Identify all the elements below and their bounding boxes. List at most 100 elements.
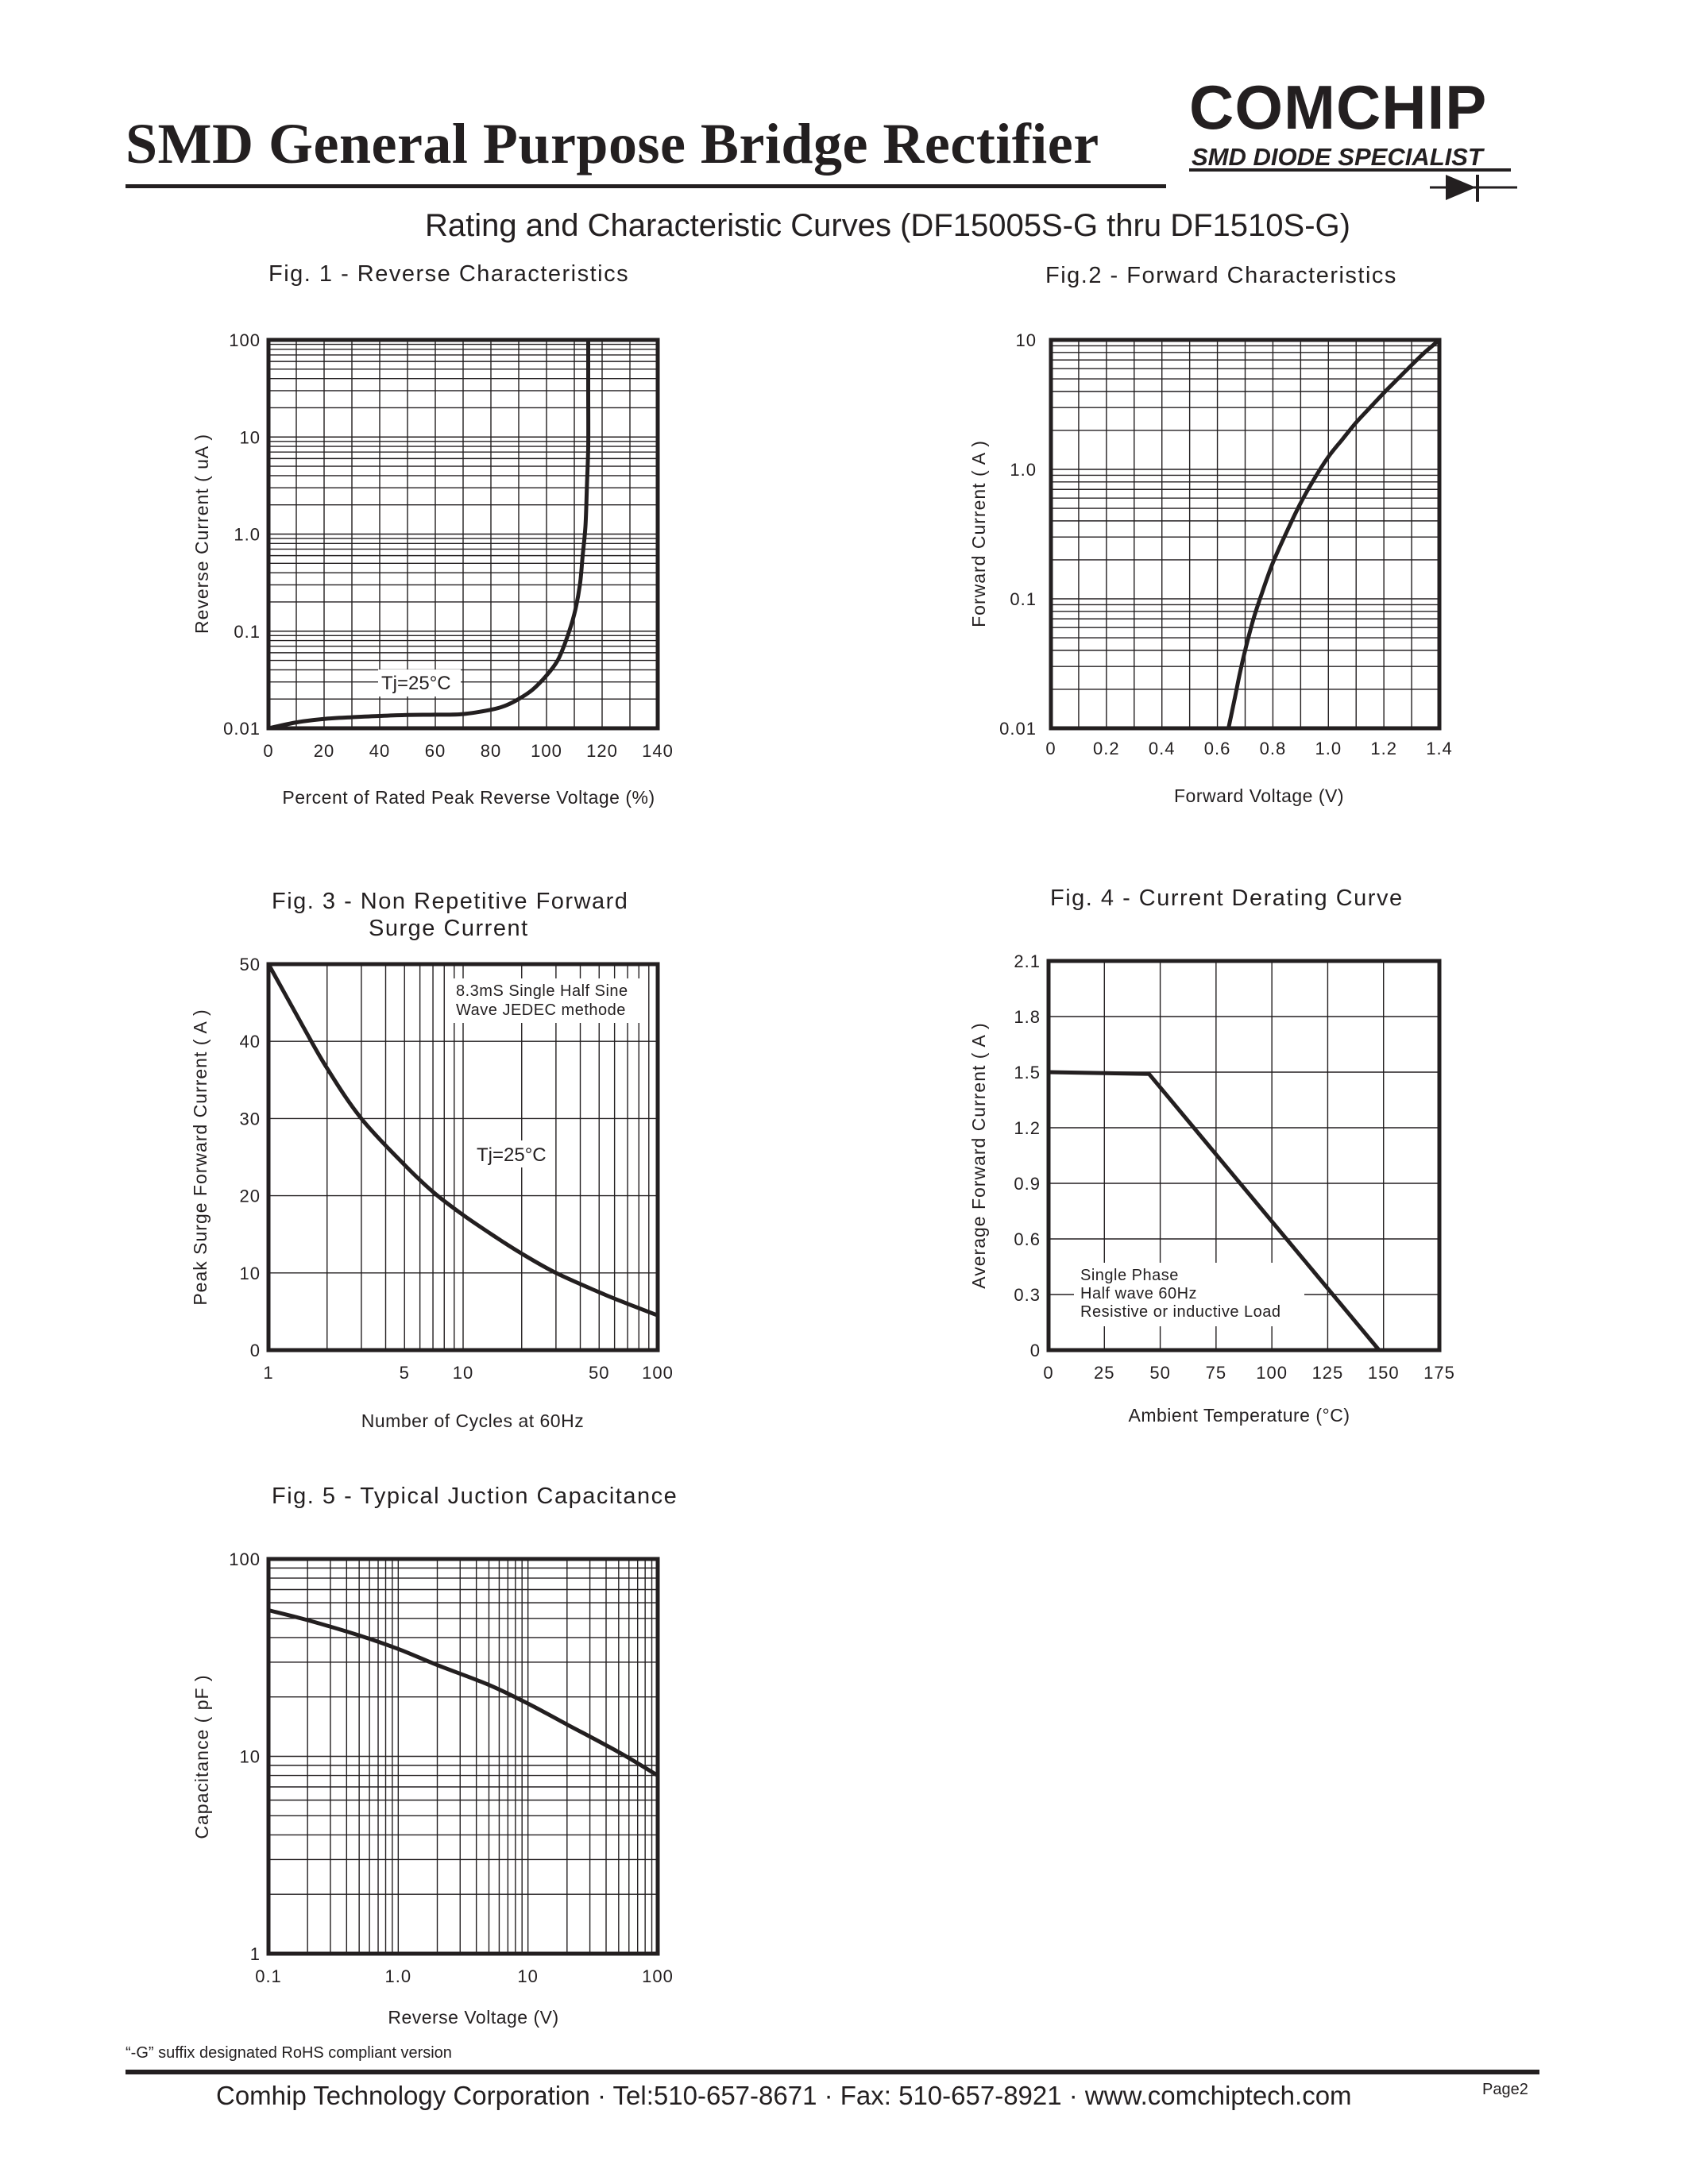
x-tick-label: 0.8: [1260, 739, 1287, 758]
fig2-chart: 0 0.2 0.4 0.6 0.8 1.0 1.2 1.4 0.01 0.1 1.0 10 Fig.2 …: [968, 263, 1453, 806]
fig2-gridlines: [1051, 340, 1439, 728]
x-tick-label: 100: [642, 1363, 674, 1383]
fig4-y-axis-label: Average Forward Current ( A ): [968, 1022, 989, 1288]
x-tick-label: 80: [481, 741, 501, 761]
x-tick-label: 125: [1312, 1363, 1344, 1383]
page-number: Page2: [1482, 2081, 1528, 2098]
fig3-series-line: [266, 962, 660, 1318]
footer-rule: [126, 2070, 1539, 2074]
fig5-chart: 0.1 1.0 10 100 1 10 100 Fig. 5 - Typical Juctio…: [191, 1484, 678, 2028]
fig4-series-line: [1046, 1070, 1381, 1352]
page-title: SMD General Purpose Bridge Rectifier: [126, 112, 1099, 176]
fig1-y-axis-label: Reverse Current ( uA ): [191, 434, 212, 634]
diode-icon: [1430, 175, 1517, 202]
y-tick-label: 1: [250, 1944, 261, 1964]
x-tick-label: 140: [642, 741, 674, 761]
x-tick-label: 75: [1206, 1363, 1226, 1383]
condition-line1: Single Phase: [1080, 1267, 1179, 1284]
fig4-plot-frame: [1046, 959, 1442, 1352]
y-tick-label: 100: [229, 1549, 261, 1569]
fig3-chart: 1 5 10 50 100 0 10 20 30 40 50 Fig. 3 - Non Repetit…: [190, 889, 674, 1431]
x-tick-label: 1.2: [1370, 739, 1397, 758]
fig3-x-axis-label: Number of Cycles at 60Hz: [361, 1410, 584, 1431]
fig5-title: Fig. 5 - Typical Juction Capacitance: [272, 1484, 678, 1509]
y-tick-label: 0.3: [1014, 1285, 1041, 1305]
x-tick-label: 0.4: [1149, 739, 1176, 758]
fig5-y-axis-label: Capacitance ( pF ): [191, 1674, 212, 1839]
fig1-title: Fig. 1 - Reverse Characteristics: [268, 261, 629, 287]
y-tick-label: 0.1: [1010, 589, 1037, 609]
x-tick-label: 0.1: [255, 1966, 282, 1986]
fig1-plot-frame: [266, 338, 660, 731]
fig1-x-axis-label: Percent of Rated Peak Reverse Voltage (%…: [282, 787, 655, 808]
test-condition-line1: 8.3mS Single Half Sine: [456, 982, 628, 1000]
x-tick-label: 0.6: [1204, 739, 1231, 758]
x-tick-label: 1.4: [1426, 739, 1453, 758]
y-tick-label: 0: [250, 1341, 261, 1360]
x-tick-label: 1: [263, 1363, 273, 1383]
fig3-plot-frame: [266, 962, 660, 1352]
x-tick-label: 10: [453, 1363, 473, 1383]
fig4-chart: 0 25 50 75 100 125 150 175 0 0.3 0.6 0.9 1.2 1.5 1.8 2.…: [968, 886, 1455, 1426]
test-condition-line2: Wave JEDEC methode: [456, 1001, 626, 1019]
annotation-bg: [450, 978, 648, 1023]
x-tick-label: 0: [1045, 739, 1056, 758]
y-tick-label: 100: [229, 330, 261, 350]
x-tick-label: 25: [1094, 1363, 1114, 1383]
condition-line2: Half wave 60Hz: [1080, 1285, 1197, 1302]
fig1-chart: 0 20 40 60 80 100 120 140 0.01 0.1 1.0 10 100 Fig. 1 …: [191, 261, 674, 808]
y-tick-label: 20: [240, 1187, 261, 1206]
logo-tagline: SMD DIODE SPECIALIST: [1192, 143, 1483, 171]
x-tick-label: 40: [369, 741, 390, 761]
y-tick-label: 40: [240, 1032, 261, 1051]
rohs-footnote: “-G” suffix designated RoHS compliant ve…: [126, 2044, 452, 2062]
fig3-title-line2: Surge Current: [369, 916, 529, 941]
x-tick-label: 5: [400, 1363, 410, 1383]
x-tick-label: 100: [642, 1966, 674, 1986]
y-tick-label: 0.1: [234, 622, 261, 642]
fig1-gridlines: [268, 340, 658, 728]
fig3-gridlines: [268, 964, 658, 1350]
annotation-bg: [1074, 1263, 1304, 1326]
fig2-title: Fig.2 - Forward Characteristics: [1045, 263, 1397, 288]
fig4-title: Fig. 4 - Current Derating Curve: [1050, 886, 1404, 911]
y-tick-label: 1.0: [234, 525, 261, 545]
x-tick-label: 120: [586, 741, 618, 761]
x-tick-label: 175: [1423, 1363, 1455, 1383]
y-tick-label: 0: [1030, 1341, 1041, 1360]
logo-wordmark: COMCHIP: [1189, 72, 1488, 142]
fig5-gridlines: [268, 1559, 658, 1954]
y-tick-label: 50: [240, 955, 261, 974]
y-tick-label: 10: [240, 427, 261, 447]
condition-line3: Resistive or inductive Load: [1080, 1303, 1281, 1321]
fig2-x-axis-label: Forward Voltage (V): [1174, 785, 1344, 806]
fig2-plot-frame: [1049, 338, 1442, 731]
y-tick-label: 10: [240, 1747, 261, 1767]
x-tick-label: 50: [1149, 1363, 1170, 1383]
x-tick-label: 0: [1043, 1363, 1053, 1383]
fig2-y-axis-label: Forward Current ( A ): [968, 440, 989, 627]
x-tick-label: 0: [263, 741, 273, 761]
x-tick-label: 10: [517, 1966, 538, 1986]
y-tick-label: 30: [240, 1109, 261, 1129]
y-tick-label: 2.1: [1014, 951, 1041, 971]
annotation-bg: [473, 1140, 551, 1167]
x-tick-label: 50: [589, 1363, 609, 1383]
logo-rule: [1189, 168, 1511, 172]
document-subtitle: Rating and Characteristic Curves (DF1500…: [425, 208, 1350, 243]
y-tick-label: 1.2: [1014, 1118, 1041, 1138]
fig3-y-axis-label: Peak Surge Forward Current ( A ): [190, 1009, 211, 1305]
x-tick-label: 0.2: [1093, 739, 1120, 758]
temperature-annotation: Tj=25°C: [477, 1144, 547, 1166]
x-tick-label: 60: [425, 741, 446, 761]
y-tick-label: 0.9: [1014, 1174, 1041, 1194]
annotation-bg: [378, 669, 461, 696]
fig2-series-line: [1226, 338, 1442, 731]
x-tick-label: 1.0: [385, 1966, 412, 1986]
y-tick-label: 0.6: [1014, 1229, 1041, 1249]
fig3-title: Fig. 3 - Non Repetitive Forward: [272, 889, 628, 914]
fig1-series-line: [266, 338, 591, 731]
footer-contact: Comhip Technology Corporation · Tel:510-…: [216, 2081, 1352, 2110]
x-tick-label: 150: [1368, 1363, 1400, 1383]
